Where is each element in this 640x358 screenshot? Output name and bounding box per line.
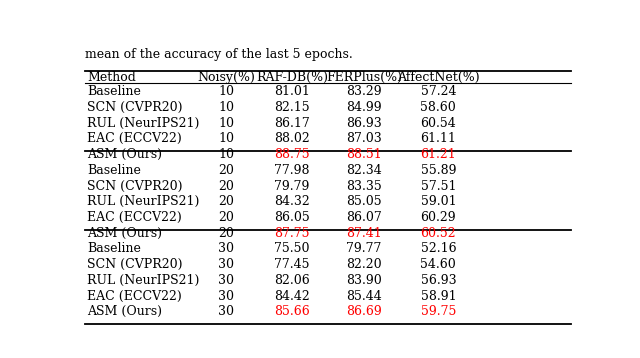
Text: 87.03: 87.03 (346, 132, 382, 145)
Text: 10: 10 (218, 101, 234, 114)
Text: 20: 20 (218, 195, 234, 208)
Text: 20: 20 (218, 227, 234, 240)
Text: 52.16: 52.16 (420, 242, 456, 255)
Text: 83.35: 83.35 (346, 180, 382, 193)
Text: 10: 10 (218, 132, 234, 145)
Text: 88.51: 88.51 (346, 148, 382, 161)
Text: ASM (Ours): ASM (Ours) (88, 148, 163, 161)
Text: 82.06: 82.06 (274, 274, 310, 287)
Text: 88.75: 88.75 (274, 148, 310, 161)
Text: 61.21: 61.21 (420, 148, 456, 161)
Text: Noisy(%): Noisy(%) (197, 71, 255, 84)
Text: 82.34: 82.34 (346, 164, 382, 177)
Text: RUL (NeurIPS21): RUL (NeurIPS21) (88, 274, 200, 287)
Text: RAF-DB(%): RAF-DB(%) (256, 71, 328, 84)
Text: 87.75: 87.75 (275, 227, 310, 240)
Text: 82.15: 82.15 (274, 101, 310, 114)
Text: 86.17: 86.17 (274, 117, 310, 130)
Text: 59.75: 59.75 (420, 305, 456, 318)
Text: 88.02: 88.02 (274, 132, 310, 145)
Text: 60.52: 60.52 (420, 227, 456, 240)
Text: 85.44: 85.44 (346, 290, 382, 303)
Text: 83.29: 83.29 (346, 85, 382, 98)
Text: 10: 10 (218, 85, 234, 98)
Text: 20: 20 (218, 164, 234, 177)
Text: 84.32: 84.32 (274, 195, 310, 208)
Text: RUL (NeurIPS21): RUL (NeurIPS21) (88, 195, 200, 208)
Text: 54.60: 54.60 (420, 258, 456, 271)
Text: 82.20: 82.20 (346, 258, 382, 271)
Text: 30: 30 (218, 290, 234, 303)
Text: 84.42: 84.42 (274, 290, 310, 303)
Text: SCN (CVPR20): SCN (CVPR20) (88, 180, 183, 193)
Text: 30: 30 (218, 242, 234, 255)
Text: 56.93: 56.93 (420, 274, 456, 287)
Text: 84.99: 84.99 (346, 101, 382, 114)
Text: 10: 10 (218, 148, 234, 161)
Text: Baseline: Baseline (88, 242, 141, 255)
Text: Method: Method (88, 71, 136, 84)
Text: 85.05: 85.05 (346, 195, 382, 208)
Text: 57.24: 57.24 (420, 85, 456, 98)
Text: 20: 20 (218, 180, 234, 193)
Text: Baseline: Baseline (88, 164, 141, 177)
Text: 85.66: 85.66 (274, 305, 310, 318)
Text: 61.11: 61.11 (420, 132, 456, 145)
Text: 83.90: 83.90 (346, 274, 382, 287)
Text: 77.45: 77.45 (275, 258, 310, 271)
Text: 30: 30 (218, 305, 234, 318)
Text: 58.60: 58.60 (420, 101, 456, 114)
Text: 30: 30 (218, 274, 234, 287)
Text: mean of the accuracy of the last 5 epochs.: mean of the accuracy of the last 5 epoch… (85, 48, 353, 62)
Text: ASM (Ours): ASM (Ours) (88, 227, 163, 240)
Text: FERPlus(%): FERPlus(%) (326, 71, 402, 84)
Text: 10: 10 (218, 117, 234, 130)
Text: 60.29: 60.29 (420, 211, 456, 224)
Text: 55.89: 55.89 (420, 164, 456, 177)
Text: AffectNet(%): AffectNet(%) (397, 71, 479, 84)
Text: 30: 30 (218, 258, 234, 271)
Text: 57.51: 57.51 (420, 180, 456, 193)
Text: 86.93: 86.93 (346, 117, 382, 130)
Text: 79.79: 79.79 (275, 180, 310, 193)
Text: SCN (CVPR20): SCN (CVPR20) (88, 101, 183, 114)
Text: 86.05: 86.05 (274, 211, 310, 224)
Text: 60.54: 60.54 (420, 117, 456, 130)
Text: 86.07: 86.07 (346, 211, 382, 224)
Text: EAC (ECCV22): EAC (ECCV22) (88, 290, 182, 303)
Text: 58.91: 58.91 (420, 290, 456, 303)
Text: 87.41: 87.41 (346, 227, 382, 240)
Text: 59.01: 59.01 (420, 195, 456, 208)
Text: 79.77: 79.77 (346, 242, 381, 255)
Text: Baseline: Baseline (88, 85, 141, 98)
Text: 20: 20 (218, 211, 234, 224)
Text: 75.50: 75.50 (275, 242, 310, 255)
Text: 77.98: 77.98 (275, 164, 310, 177)
Text: ASM (Ours): ASM (Ours) (88, 305, 163, 318)
Text: 86.69: 86.69 (346, 305, 382, 318)
Text: 81.01: 81.01 (274, 85, 310, 98)
Text: RUL (NeurIPS21): RUL (NeurIPS21) (88, 117, 200, 130)
Text: EAC (ECCV22): EAC (ECCV22) (88, 132, 182, 145)
Text: EAC (ECCV22): EAC (ECCV22) (88, 211, 182, 224)
Text: SCN (CVPR20): SCN (CVPR20) (88, 258, 183, 271)
